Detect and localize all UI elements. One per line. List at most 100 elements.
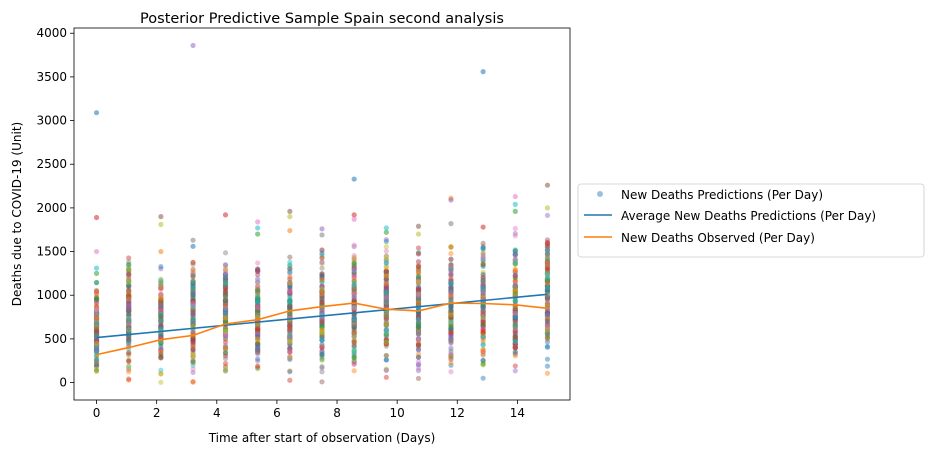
- prediction-point: [255, 323, 261, 329]
- prediction-outlier-point: [512, 201, 518, 207]
- prediction-point: [158, 285, 164, 291]
- prediction-point: [190, 306, 196, 312]
- prediction-point: [255, 304, 261, 310]
- prediction-point: [319, 261, 325, 267]
- prediction-point: [93, 301, 100, 307]
- prediction-point: [158, 311, 164, 318]
- prediction-point: [383, 289, 389, 296]
- prediction-point: [480, 347, 486, 353]
- prediction-point: [319, 344, 325, 350]
- prediction-point: [126, 350, 132, 356]
- prediction-point: [222, 318, 229, 325]
- prediction-point: [287, 281, 293, 287]
- prediction-point: [415, 342, 422, 348]
- prediction-point: [351, 263, 357, 269]
- prediction-point: [255, 345, 261, 351]
- prediction-point: [351, 321, 357, 327]
- prediction-point: [351, 361, 357, 367]
- prediction-point: [351, 297, 357, 303]
- prediction-point: [222, 272, 229, 278]
- prediction-point: [544, 270, 551, 276]
- prediction-point: [93, 306, 100, 312]
- prediction-point: [319, 291, 325, 297]
- prediction-point: [415, 343, 422, 349]
- prediction-point: [415, 328, 422, 334]
- prediction-point: [415, 286, 422, 292]
- prediction-point: [190, 268, 196, 275]
- prediction-point: [383, 298, 389, 304]
- prediction-point: [383, 312, 389, 318]
- prediction-point: [93, 296, 100, 302]
- prediction-point: [415, 266, 422, 272]
- prediction-point: [415, 265, 422, 272]
- prediction-point: [544, 312, 551, 318]
- prediction-point: [126, 321, 132, 327]
- prediction-point: [319, 330, 325, 336]
- prediction-point: [383, 291, 389, 297]
- prediction-point: [287, 305, 293, 311]
- prediction-point: [319, 283, 325, 289]
- prediction-point: [222, 328, 229, 334]
- prediction-point: [351, 359, 357, 365]
- prediction-point: [190, 313, 196, 320]
- prediction-point: [93, 340, 100, 346]
- prediction-point: [351, 354, 357, 360]
- prediction-point: [126, 316, 132, 323]
- prediction-point: [158, 296, 164, 302]
- prediction-point: [93, 346, 100, 352]
- prediction-point: [126, 279, 132, 285]
- prediction-point: [383, 310, 389, 317]
- prediction-point: [126, 316, 132, 323]
- prediction-point: [319, 247, 325, 254]
- prediction-outlier-point: [158, 214, 164, 220]
- prediction-point: [351, 324, 357, 330]
- prediction-point: [383, 294, 389, 301]
- prediction-point: [287, 290, 293, 296]
- prediction-point: [287, 327, 293, 334]
- prediction-point: [448, 309, 454, 315]
- prediction-point: [255, 309, 261, 315]
- prediction-point: [190, 271, 196, 277]
- prediction-point: [222, 336, 229, 342]
- prediction-point: [448, 250, 454, 257]
- prediction-point: [287, 298, 293, 304]
- prediction-point: [222, 297, 229, 303]
- prediction-point: [93, 363, 100, 369]
- prediction-point: [126, 269, 132, 275]
- prediction-point: [287, 323, 293, 329]
- prediction-point: [93, 344, 100, 350]
- prediction-point: [351, 276, 357, 282]
- prediction-point: [126, 319, 132, 325]
- prediction-point: [222, 333, 229, 339]
- prediction-point: [383, 315, 389, 322]
- prediction-point: [93, 307, 100, 313]
- prediction-point: [319, 343, 325, 350]
- prediction-point: [222, 306, 229, 312]
- prediction-point: [287, 323, 293, 329]
- prediction-point: [255, 287, 261, 293]
- prediction-point: [415, 301, 422, 307]
- prediction-point: [222, 282, 229, 288]
- prediction-point: [126, 298, 132, 304]
- prediction-point: [255, 299, 261, 305]
- prediction-point: [415, 293, 422, 299]
- prediction-point: [415, 296, 422, 302]
- prediction-point: [190, 296, 196, 302]
- prediction-point: [158, 317, 164, 324]
- prediction-point: [222, 330, 229, 336]
- prediction-point: [190, 346, 196, 353]
- prediction-point: [415, 287, 422, 293]
- prediction-point: [544, 258, 551, 265]
- prediction-point: [126, 309, 132, 316]
- prediction-point: [383, 287, 389, 293]
- prediction-point: [126, 295, 132, 301]
- prediction-point: [190, 284, 196, 291]
- prediction-point: [287, 303, 293, 310]
- prediction-point: [448, 319, 454, 325]
- prediction-point: [383, 367, 389, 374]
- prediction-point: [126, 288, 132, 294]
- prediction-point: [319, 325, 325, 331]
- prediction-point: [222, 310, 229, 317]
- prediction-point: [383, 357, 389, 363]
- prediction-point: [190, 317, 196, 323]
